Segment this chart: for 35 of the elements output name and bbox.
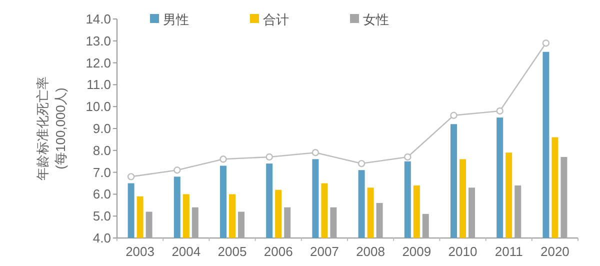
y-tick-label: 4.0: [92, 230, 111, 246]
point: [450, 112, 458, 119]
y-tick-label: 10.0: [86, 99, 111, 114]
x-tick-label: 2009: [402, 244, 432, 259]
x-tick-label: 2005: [218, 244, 247, 259]
point: [358, 160, 366, 168]
point: [174, 166, 181, 174]
y-tick-label: 11.0: [86, 77, 111, 92]
point: [312, 148, 320, 156]
legend-label: 男性: [163, 12, 189, 27]
y-tick-label: 8.0: [92, 142, 111, 158]
x-tick-label: 2010: [448, 244, 478, 259]
x-tick-label: 2003: [126, 244, 155, 259]
y-tick-label: 5.0: [92, 208, 111, 224]
legend-label: 女性: [363, 12, 389, 27]
x-tick-label: 2004: [172, 244, 201, 259]
x-tick-label: 2011: [494, 244, 523, 259]
x-tick-label: 2020: [540, 244, 570, 259]
point: [542, 39, 550, 47]
x-tick-label: 2007: [310, 244, 339, 259]
point: [266, 153, 273, 161]
legend-label: 合计: [263, 12, 289, 27]
y-tick-label: 9.0: [92, 121, 111, 136]
y-tick-label: 13.0: [86, 33, 111, 48]
point: [496, 107, 504, 115]
point: [220, 156, 227, 163]
y-axis-title: 年龄标准化死亡率 (每100,000人): [35, 76, 68, 180]
y-tick-label: 14.0: [86, 12, 111, 26]
x-tick-label: 2008: [356, 244, 386, 259]
x-tick-label: 2006: [264, 244, 293, 259]
point: [404, 153, 412, 161]
y-tick-label: 7.0: [92, 164, 111, 180]
y-tick-label: 6.0: [92, 186, 111, 202]
y-tick-label: 12.0: [86, 55, 111, 70]
point: [127, 173, 135, 180]
